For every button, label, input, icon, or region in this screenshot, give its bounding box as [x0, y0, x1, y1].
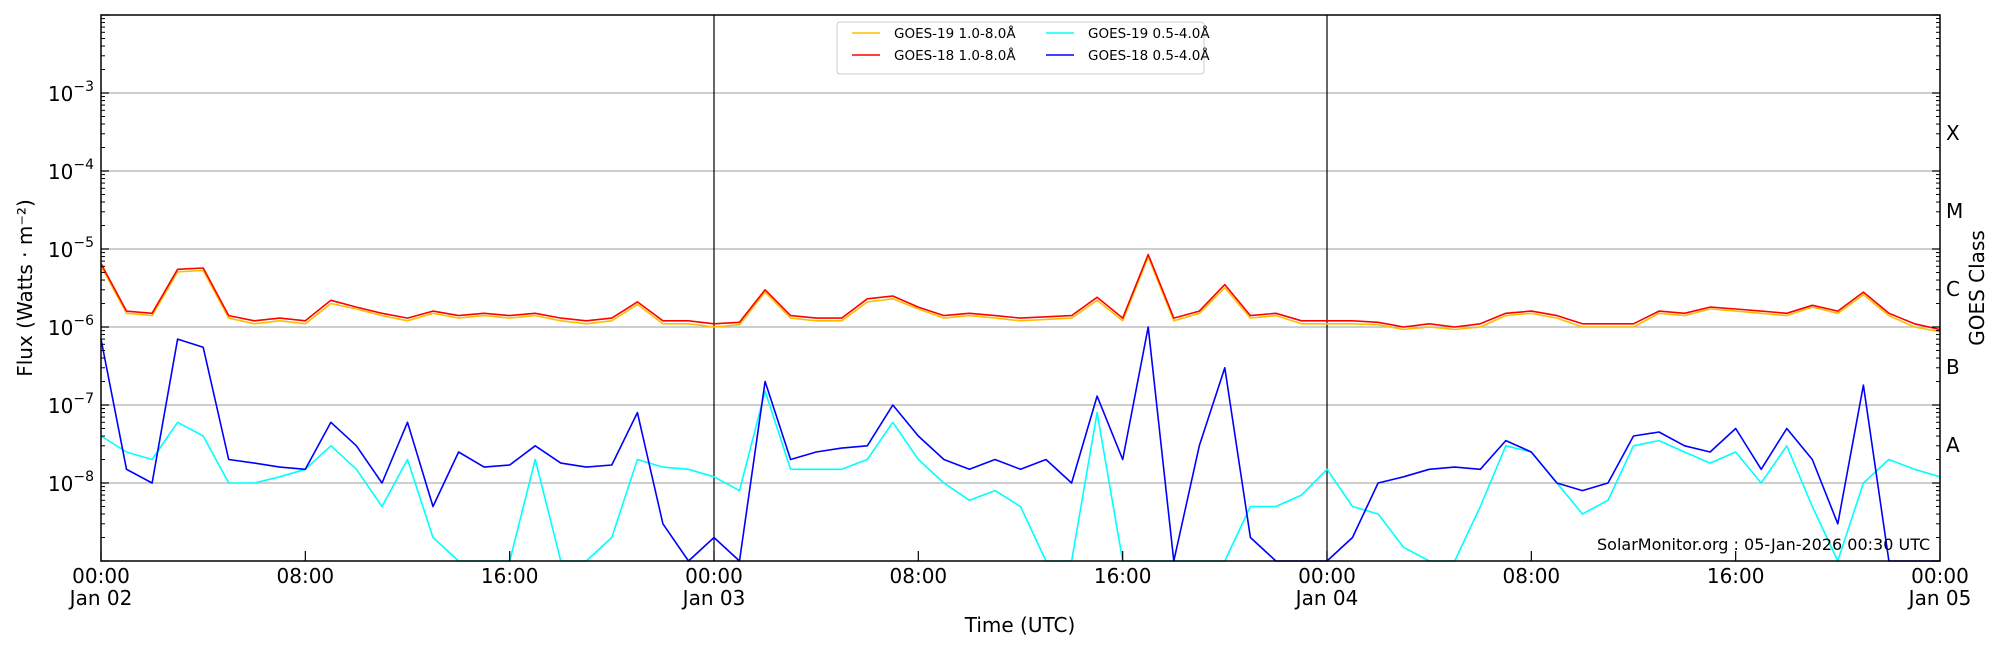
y-tick-label: 10−8: [48, 469, 94, 496]
series-line-2: [100, 253, 1941, 331]
plot-frame: [100, 14, 1941, 562]
y-tick-label: 10−4: [48, 157, 94, 184]
x-tick-label: 00:00: [685, 564, 743, 588]
y-tick-label: 10−6: [48, 313, 94, 340]
y-tick-label: 10−7: [48, 391, 94, 418]
legend: GOES-19 1.0-8.0Å GOES-18 1.0-8.0Å GOES-19 …: [836, 21, 1210, 75]
y-tick-label: 10−3: [48, 79, 94, 106]
axis-ticks: [100, 14, 1941, 562]
source-annotation: SolarMonitor.org : 05-Jan-2026 00:30 UTC: [1597, 535, 1930, 554]
right-axis-label: GOES Class: [1965, 230, 1989, 346]
series-line-4: [100, 326, 1940, 562]
goes-class-label: X: [1946, 121, 1960, 145]
x-tick-label: 08:00: [1503, 564, 1561, 588]
series-lines: [100, 253, 1941, 562]
y-axis-label: Flux (Watts · m⁻²): [13, 199, 37, 377]
series-line-1: [100, 256, 1941, 333]
x-tick-label: 00:00: [1298, 564, 1356, 588]
x-tick-date-label: Jan 05: [1907, 586, 1972, 610]
goes-class-label: C: [1946, 277, 1960, 301]
x-tick-date-label: Jan 04: [1294, 586, 1359, 610]
x-axis-label: Time (UTC): [964, 613, 1076, 637]
x-tick-label: 00:00: [72, 564, 130, 588]
x-tick-label: 16:00: [1707, 564, 1765, 588]
legend-box: [836, 21, 1205, 75]
x-tick-label: 08:00: [277, 564, 335, 588]
gridlines: [101, 92, 1940, 484]
x-tick-date-label: Jan 02: [68, 586, 133, 610]
goes-class-label: A: [1946, 433, 1960, 457]
y-tick-labels: 10−3 10−4 10−5 10−6 10−7 10−8: [48, 79, 94, 496]
x-tick-date-label: Jan 03: [681, 586, 746, 610]
x-tick-label: 16:00: [1094, 564, 1152, 588]
x-tick-label: 08:00: [890, 564, 948, 588]
x-tick-label: 16:00: [481, 564, 539, 588]
goes-class-label: B: [1946, 355, 1960, 379]
goes-class-label: M: [1946, 199, 1963, 223]
legend-label: GOES-19 1.0-8.0Å: [894, 25, 1016, 42]
legend-label: GOES-18 0.5-4.0Å: [1088, 47, 1210, 64]
series-line-3: [100, 390, 1941, 562]
y-tick-label: 10−5: [48, 235, 94, 262]
goes-class-labels: X M C B A: [1946, 121, 1963, 457]
x-tick-label: 00:00: [1911, 564, 1969, 588]
day-separator-lines: [713, 15, 1328, 561]
legend-label: GOES-18 1.0-8.0Å: [894, 47, 1016, 64]
legend-label: GOES-19 0.5-4.0Å: [1088, 25, 1210, 42]
